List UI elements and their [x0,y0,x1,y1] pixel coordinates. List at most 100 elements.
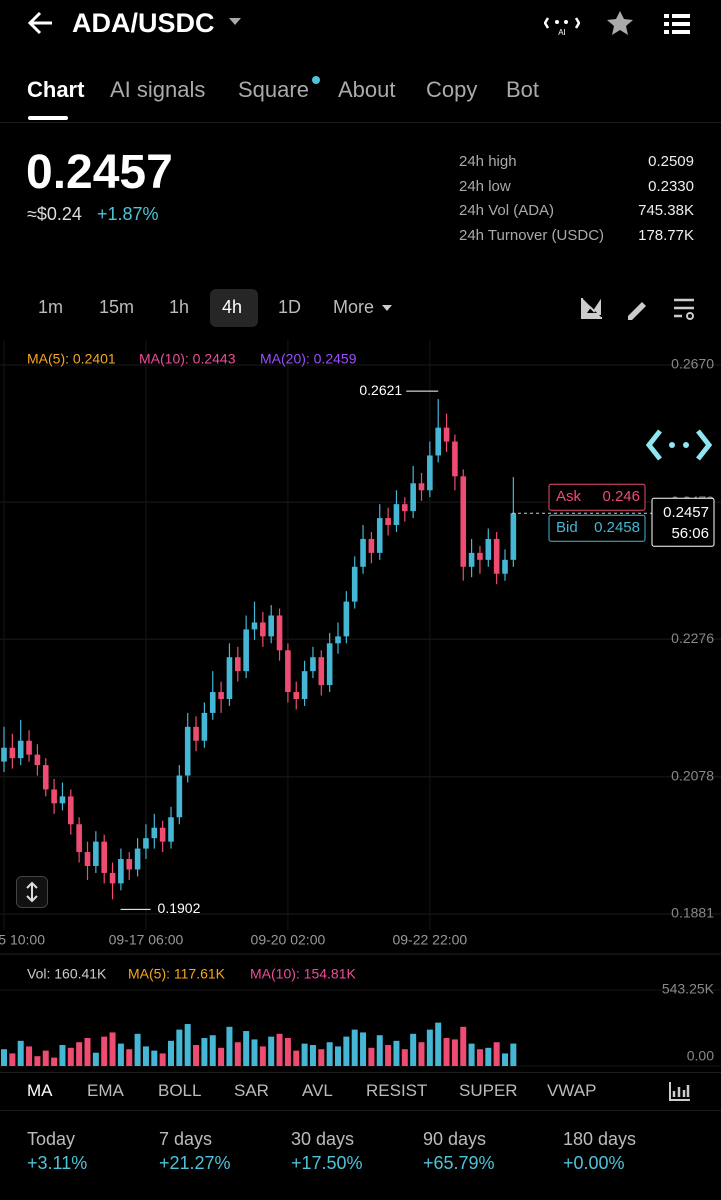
candle-body [293,692,300,699]
price-change: +1.87% [97,204,159,224]
volume-bar [34,1056,41,1066]
volume-bar [460,1026,467,1066]
indicator[interactable]: SAR [234,1081,269,1100]
period-change: +0.00% [563,1153,625,1173]
tab[interactable]: AI signals [110,77,206,102]
interval[interactable]: 1D [278,297,302,317]
candle-body [460,476,467,567]
candle-body [1,747,7,762]
volume-bar [193,1045,200,1066]
volume-bar [368,1047,375,1066]
volume-bar [26,1046,33,1066]
volume-bar [92,1052,99,1066]
candle-body [502,559,508,574]
y-tick-label: 0.2670 [671,356,714,372]
pair-title[interactable]: ADA/USDC [72,8,215,38]
volume-bar [502,1053,508,1066]
indicator[interactable]: BOLL [158,1081,202,1100]
volume-bar [201,1038,208,1066]
candle-body [351,566,358,602]
candle-body [26,740,32,755]
volume-bar [251,1039,258,1066]
stat-label: 24h Vol (ADA) [459,202,555,219]
volume-bar [293,1050,300,1066]
candle-body [235,657,241,672]
candle-body [285,650,291,693]
indicator[interactable]: MA [27,1081,53,1100]
volume-bar [276,1033,283,1066]
volume-bar [84,1038,91,1066]
tab[interactable]: Copy [426,77,478,102]
candle-body [126,859,133,870]
bid-label: Bid [556,519,578,536]
volume-bar [418,1042,425,1066]
favorite-icon[interactable] [606,10,634,36]
bid-value: 0.2458 [594,519,640,536]
volume-bar [410,1033,417,1066]
indicator-settings[interactable] [668,1080,692,1102]
candle-body [368,538,375,553]
scale-toggle[interactable] [16,876,48,908]
indicator[interactable]: AVL [302,1081,333,1100]
stat-label: 24h Turnover (USDC) [459,226,605,244]
volume-bar [468,1043,475,1066]
interval[interactable]: 1h [169,297,190,317]
x-tick-label: 5 10:00 [0,932,45,948]
volume-bar [226,1026,233,1066]
candle-body [410,483,416,512]
volume-bar [493,1042,500,1066]
candle-body [159,827,166,842]
indicator[interactable]: VWAP [547,1081,597,1100]
divider [0,1110,721,1111]
high-label: 0.2621 [359,382,402,398]
tab[interactable]: Bot [506,77,540,102]
menu-icon[interactable] [664,14,692,34]
candle-body [118,859,124,884]
interval-selected-bg [210,289,258,327]
volume-bar [59,1045,66,1066]
volume-bar [67,1047,74,1066]
candle-body [76,824,82,853]
candle-body [343,601,350,637]
volume-bar [301,1043,308,1066]
back-button[interactable] [26,10,56,36]
indicator[interactable]: EMA [87,1081,124,1100]
candle-body [226,657,233,699]
candle-body [468,552,475,567]
stat-label: 24h low [459,177,511,195]
indicator[interactable]: RESIST [366,1081,428,1100]
ma-legend: MA(10): 0.2443 [139,351,236,367]
volume-bar [168,1040,174,1066]
candle-body [335,636,341,644]
candle-body [310,657,316,672]
last-price-box [651,497,715,547]
volume-bar [101,1036,108,1066]
tab[interactable]: Chart [27,77,85,102]
candle-body [134,848,141,870]
volume-legend: MA(5): 117.61K [128,966,226,982]
interval[interactable]: 4h [222,297,243,317]
period-change: +65.79% [423,1153,495,1173]
interval[interactable]: 1m [38,297,64,317]
stat-label: 24h high [459,153,517,170]
tab[interactable]: About [338,77,396,102]
period-label: 7 days [159,1129,213,1149]
volume-tick-label: 543.25K [662,981,715,997]
candle-body [427,455,433,491]
ai-signal-icon[interactable] [646,428,712,462]
interval[interactable]: 15m [99,297,135,317]
ma-legend: MA(20): 0.2459 [260,351,357,367]
pair-caret[interactable] [228,16,242,26]
period-label: 180 days [563,1129,637,1149]
divider [0,1072,721,1073]
volume-bar [134,1033,141,1066]
last-price-label: 0.2457 [663,504,709,521]
ai-icon[interactable]: AI [544,10,580,38]
stat-value: 745.38K [638,202,694,219]
candle-body [485,538,492,560]
tool-icons[interactable] [580,296,700,322]
indicator[interactable]: SUPER [459,1081,518,1100]
tab[interactable]: Square [238,77,309,102]
interval[interactable]: More [333,297,375,317]
